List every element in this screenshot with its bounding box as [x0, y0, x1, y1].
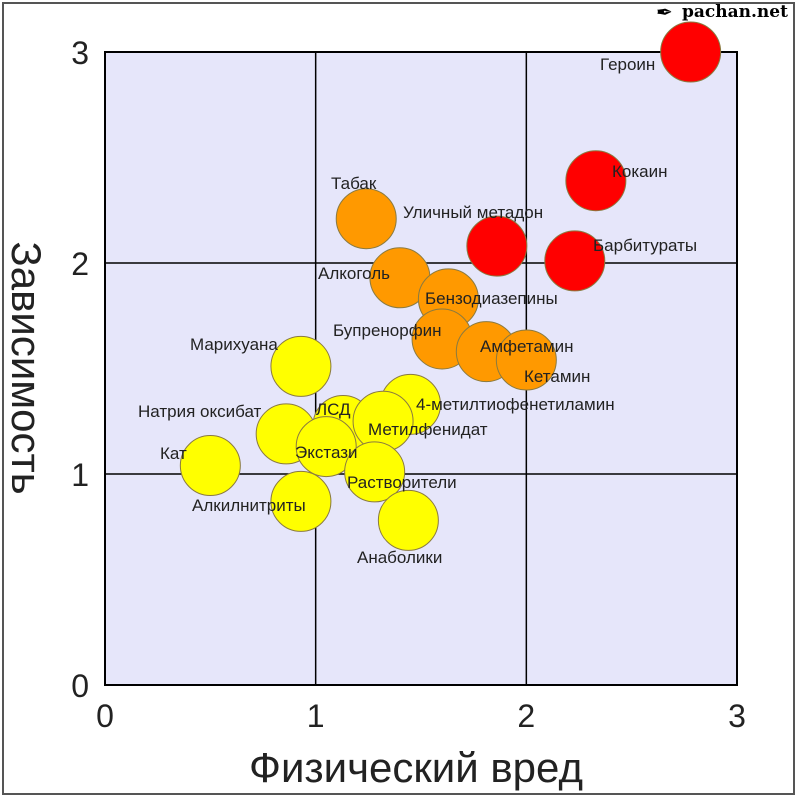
data-point — [544, 230, 606, 292]
x-tick-label: 1 — [307, 698, 325, 734]
data-point — [466, 215, 528, 277]
data-label: 4-метилтиофенетиламин — [416, 395, 615, 414]
data-label: Кокаин — [612, 162, 668, 181]
data-label: Уличный метадон — [403, 203, 543, 222]
data-label: Героин — [600, 55, 655, 74]
data-point — [344, 441, 406, 503]
data-label: Натрия оксибат — [138, 402, 262, 421]
x-tick-label: 3 — [728, 698, 746, 734]
data-label: Анаболики — [357, 548, 442, 567]
data-point — [270, 335, 332, 397]
data-label: Кетамин — [524, 367, 590, 386]
data-label: Бензодиазепины — [425, 289, 558, 308]
plot-area — [104, 51, 738, 686]
y-tick-label: 1 — [71, 457, 89, 493]
data-label: Амфетамин — [480, 337, 574, 356]
data-point — [565, 150, 627, 212]
x-tick-label: 2 — [517, 698, 535, 734]
runner-logo-icon: ✒ — [656, 2, 673, 24]
data-label: Экстази — [295, 443, 358, 462]
data-label: Алкилнитриты — [192, 496, 306, 515]
data-point — [270, 470, 332, 532]
data-point — [295, 416, 357, 478]
data-label: Табак — [331, 174, 377, 193]
x-axis-label: Физический вред — [249, 744, 583, 791]
data-label: Барбитураты — [593, 236, 697, 255]
data-point — [660, 21, 722, 83]
y-tick-label: 0 — [71, 668, 89, 704]
data-point — [179, 435, 241, 497]
y-axis-label: Зависимость — [3, 241, 50, 494]
y-tick-label: 2 — [71, 246, 89, 282]
data-label: Метилфенидат — [368, 420, 488, 439]
data-point — [495, 329, 557, 391]
data-point — [377, 489, 439, 551]
data-label: Марихуана — [190, 335, 278, 354]
data-point — [335, 188, 397, 250]
data-label: ЛСД — [316, 400, 351, 419]
x-tick-label: 0 — [96, 698, 114, 734]
watermark: pachan.net — [682, 2, 788, 22]
data-label: Алкоголь — [318, 264, 390, 283]
y-tick-label: 3 — [71, 35, 89, 71]
data-label: Бупренорфин — [333, 321, 442, 340]
data-label: Кат — [160, 444, 187, 463]
data-label: Растворители — [347, 473, 457, 492]
